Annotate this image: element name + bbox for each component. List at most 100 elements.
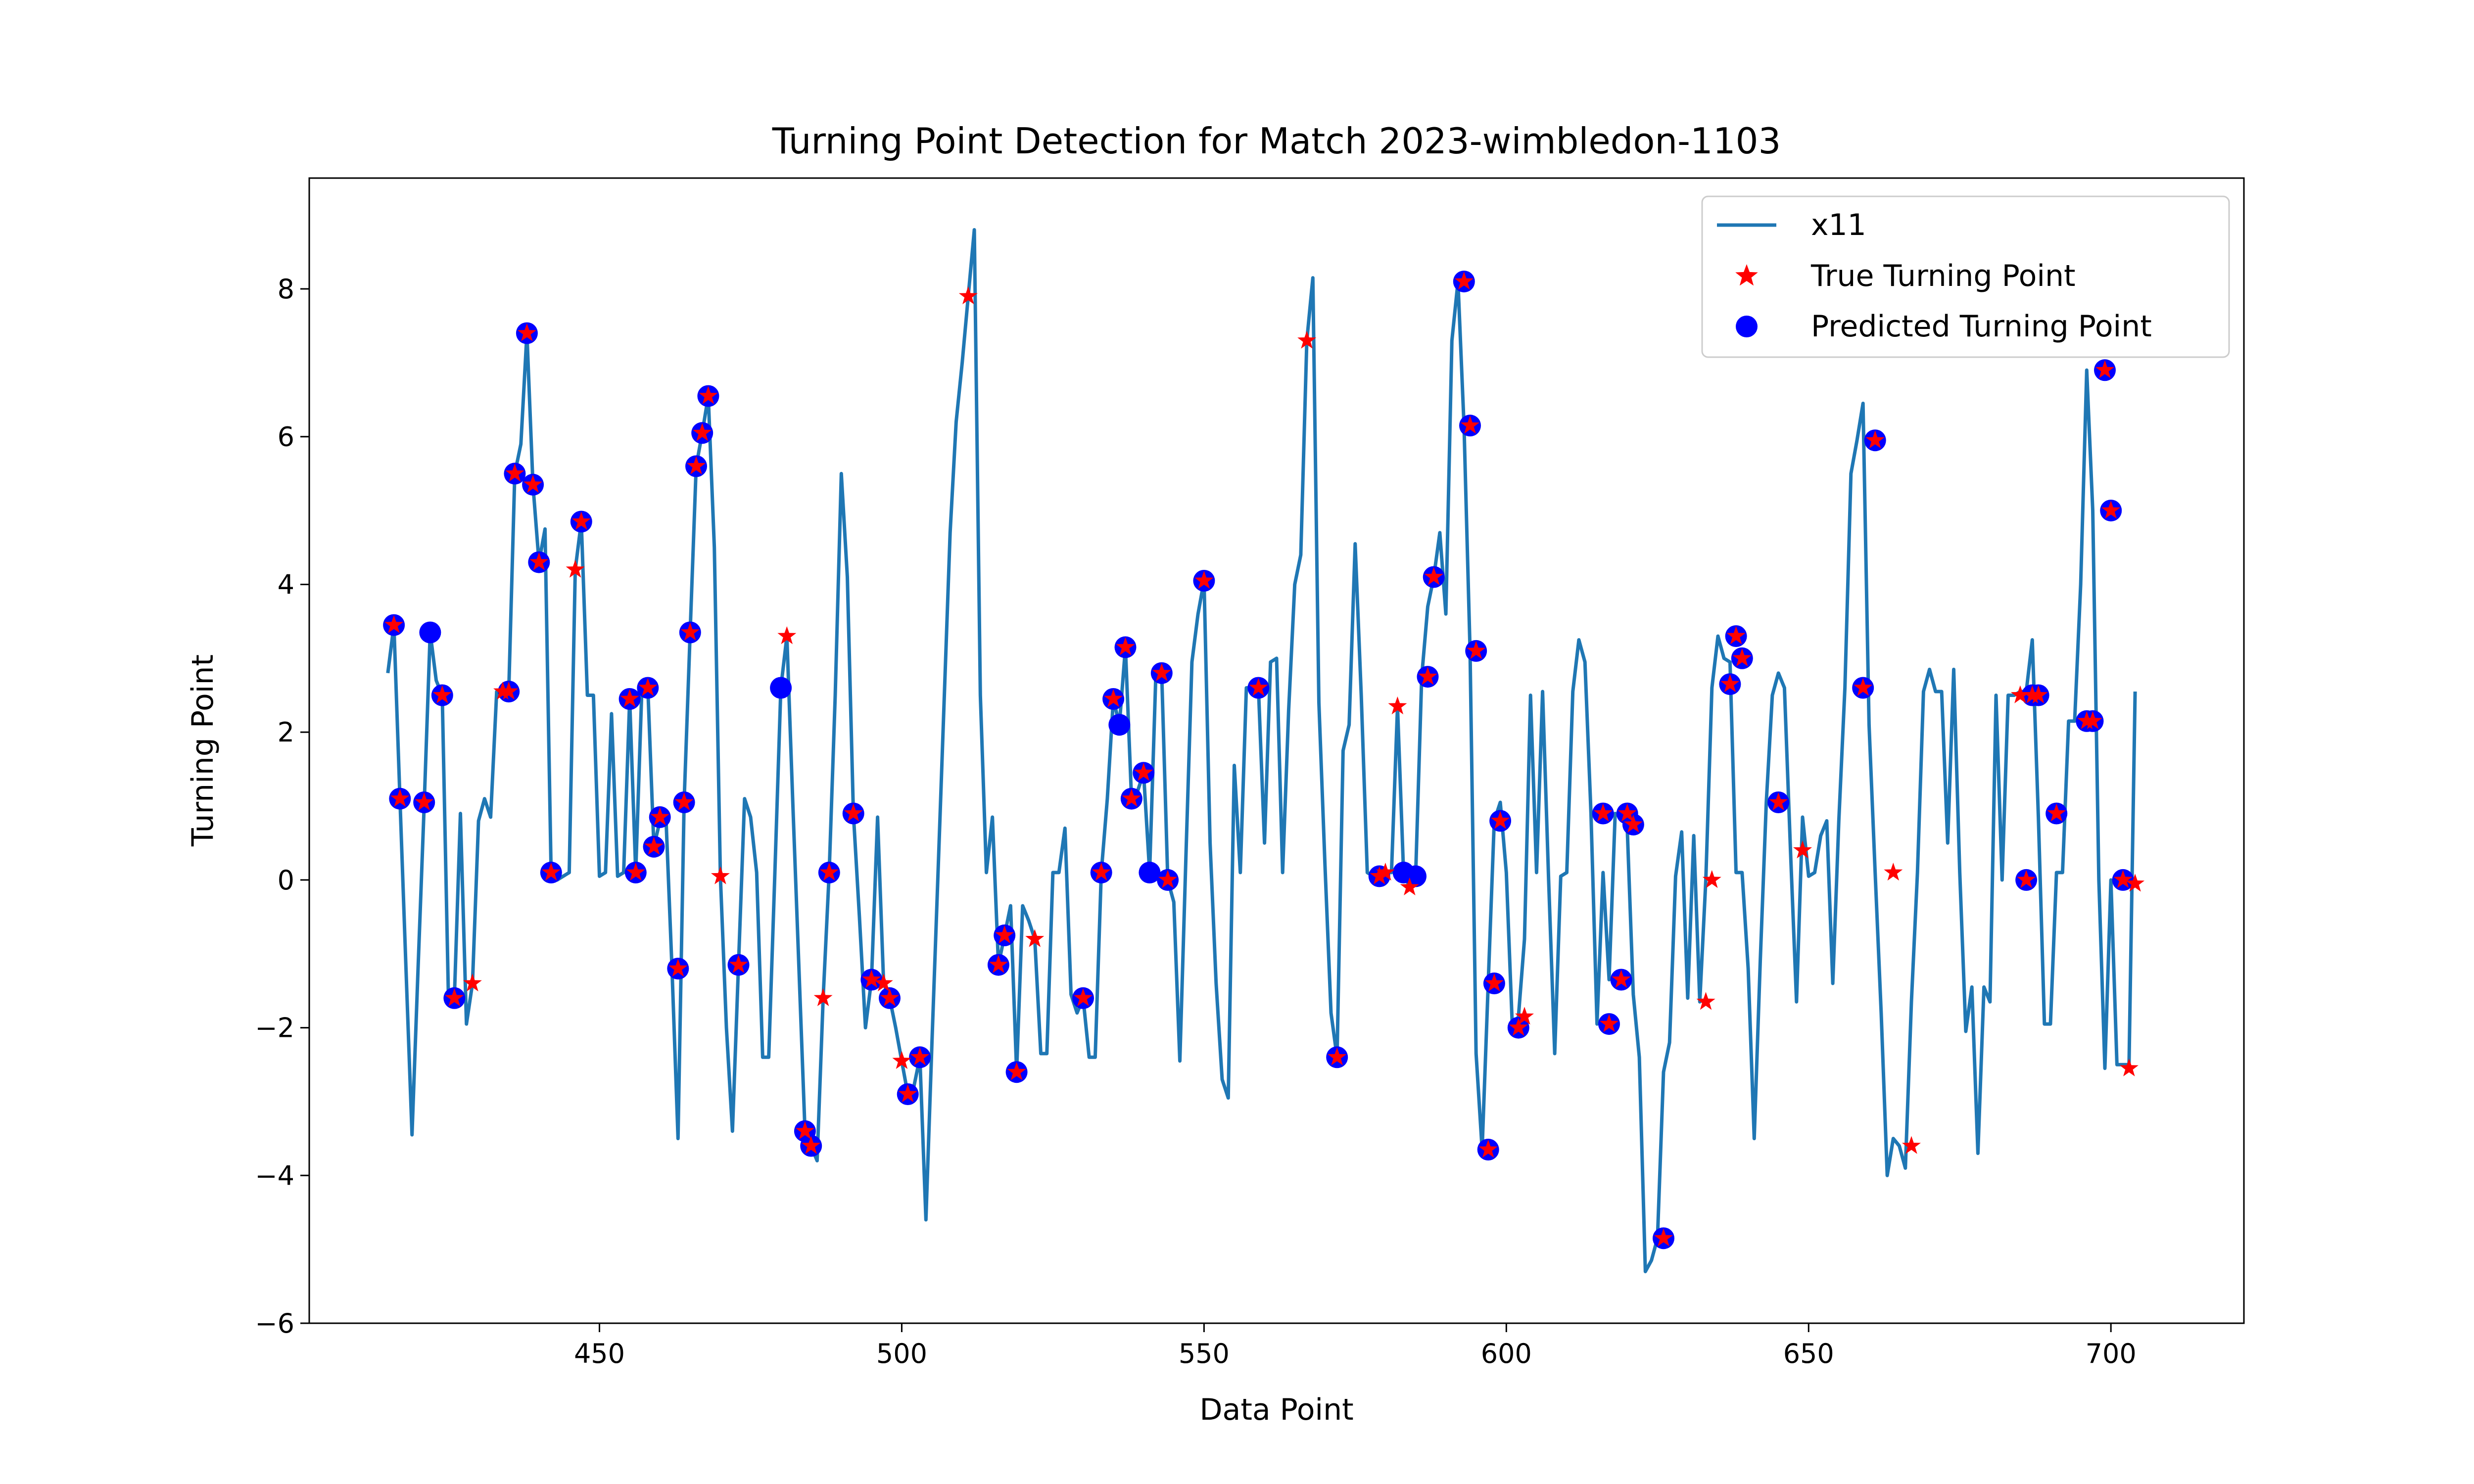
- true-turning-point-marker: [1478, 1140, 1498, 1158]
- true-turning-point-marker: [1600, 1014, 1619, 1032]
- true-turning-point-marker: [2029, 685, 2048, 703]
- true-turning-point-marker: [523, 474, 543, 493]
- true-turning-point-marker: [1376, 862, 1395, 881]
- y-tick-label: −4: [255, 1160, 294, 1191]
- true-turning-point-marker: [1370, 866, 1389, 884]
- true-turning-point-marker: [1865, 430, 1885, 449]
- true-turning-point-marker: [1515, 1007, 1534, 1025]
- true-turning-point-marker: [819, 862, 839, 881]
- legend-label-predicted: Predicted Turning Point: [1811, 309, 2152, 344]
- y-tick-label: −6: [255, 1308, 294, 1339]
- series-line-layer: [386, 228, 2137, 1273]
- true-turning-point-marker: [1134, 763, 1153, 781]
- true-turning-point-marker: [1623, 814, 1643, 833]
- true-turning-point-marker: [1702, 870, 1721, 888]
- true-turning-point-marker: [2047, 803, 2066, 822]
- true-turning-point-marker: [541, 862, 561, 881]
- legend-box: [1701, 195, 2230, 358]
- true-turning-point-marker: [668, 959, 688, 977]
- y-tick-label: 6: [278, 421, 294, 453]
- true-turning-point-marker: [445, 988, 464, 1006]
- predicted-turning-point-marker: [770, 677, 792, 699]
- true-turning-point-marker: [1484, 974, 1504, 992]
- true-turning-point-marker: [1769, 792, 1788, 811]
- true-turning-point-marker: [390, 788, 410, 807]
- true-turning-point-marker: [674, 792, 694, 811]
- true-turning-point-marker: [1612, 970, 1631, 988]
- true-turning-point-marker: [2083, 711, 2102, 729]
- true-turning-point-marker: [2095, 360, 2114, 378]
- true-turning-point-marker: [1007, 1062, 1026, 1080]
- legend-star-swatch: [1735, 264, 1758, 286]
- true-turning-point-marker: [1122, 788, 1141, 807]
- true-turning-point-marker: [1509, 1018, 1528, 1036]
- x-axis-ticks: 450 500 550 600 650 700: [574, 1323, 2137, 1369]
- chart-title: Turning Point Detection for Match 2023-w…: [772, 120, 1781, 162]
- y-axis-label: Turning Point: [186, 654, 220, 847]
- true-turning-point-marker: [1732, 648, 1752, 666]
- true-turning-point-marker: [1158, 870, 1178, 888]
- true-turning-point-marker: [874, 974, 893, 992]
- true-turning-point-marker: [795, 1121, 814, 1139]
- true-turning-point-marker: [680, 622, 700, 641]
- true-turning-point-marker: [1654, 1228, 1673, 1247]
- true-turning-point-marker: [1884, 862, 1903, 881]
- true-turning-point-marker: [1104, 689, 1123, 707]
- legend: x11 True Turning Point Predicted Turning…: [1701, 195, 2230, 358]
- x-tick-label: 700: [2086, 1338, 2137, 1369]
- true-turning-point-marker: [989, 955, 1008, 973]
- predicted-turning-point-marker: [1139, 861, 1161, 883]
- true-turning-point-marker: [1424, 567, 1443, 585]
- series-line-x11: [386, 228, 2137, 1273]
- true-turning-point-marker: [1696, 992, 1715, 1010]
- true-turning-point-marker: [1726, 626, 1746, 645]
- true-turning-point-marker: [844, 803, 863, 822]
- true-turning-point-marker: [1074, 988, 1093, 1006]
- true-turning-point-marker: [1418, 667, 1437, 685]
- true-turning-point-marker: [571, 511, 591, 530]
- true-turning-point-marker: [1328, 1047, 1347, 1066]
- true-turning-point-marker: [1454, 272, 1474, 290]
- true-turning-point-marker: [2017, 870, 2036, 888]
- plot-area: [383, 228, 2145, 1273]
- true-turning-point-marker: [1467, 641, 1486, 659]
- true-turning-point-marker: [650, 807, 669, 826]
- legend-label-line: x11: [1811, 208, 1866, 242]
- true-turning-point-marker: [1388, 696, 1407, 715]
- true-turning-point-marker: [384, 615, 404, 633]
- y-axis-ticks: −6 −4 −2 0 2 4 6 8: [255, 274, 309, 1339]
- true-turning-point-marker: [862, 970, 881, 988]
- y-tick-label: 8: [278, 274, 294, 305]
- x-tick-label: 550: [1179, 1338, 1230, 1369]
- legend-circle-swatch: [1736, 316, 1758, 337]
- true-turning-point-marker: [958, 286, 978, 305]
- true-turning-point-marker: [892, 1051, 911, 1069]
- true-turning-point-marker: [880, 988, 899, 1006]
- true-turning-point-marker: [687, 456, 706, 474]
- true-turning-point-marker: [2010, 685, 2030, 703]
- true-turning-point-marker: [638, 678, 658, 696]
- true-turning-point-marker: [1400, 877, 1419, 895]
- true-turning-point-marker: [529, 552, 549, 570]
- y-tick-label: 0: [278, 865, 294, 896]
- true-turning-point-marker: [1491, 811, 1510, 829]
- true-turning-point-marker: [626, 862, 645, 881]
- axes-frame: [308, 177, 2245, 1324]
- true-marker-layer: [384, 272, 2145, 1247]
- true-turning-point-marker: [1854, 678, 1873, 696]
- true-turning-point-marker: [711, 866, 730, 884]
- true-turning-point-marker: [1902, 1136, 1921, 1154]
- true-turning-point-marker: [699, 386, 718, 404]
- predicted-turning-point-marker: [1108, 714, 1131, 736]
- x-axis-label: Data Point: [1199, 1392, 1353, 1427]
- true-turning-point-marker: [1194, 571, 1214, 589]
- y-tick-label: 4: [278, 569, 294, 600]
- true-turning-point-marker: [620, 689, 639, 707]
- true-turning-point-marker: [813, 988, 833, 1006]
- true-turning-point-marker: [802, 1136, 821, 1154]
- true-turning-point-marker: [1618, 803, 1637, 822]
- true-turning-point-marker: [415, 792, 434, 811]
- true-turning-point-marker: [1461, 416, 1479, 434]
- true-turning-point-marker: [432, 685, 452, 703]
